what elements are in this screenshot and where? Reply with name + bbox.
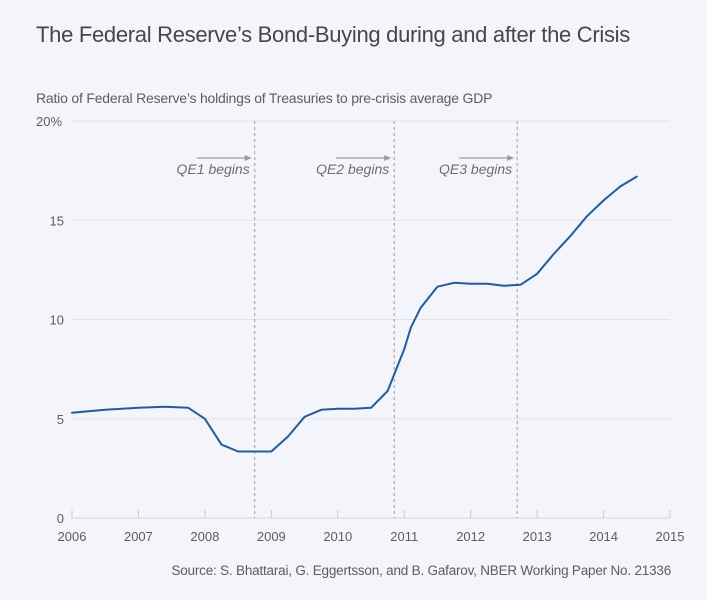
y-tick-label: 15	[50, 213, 64, 228]
source-note: Source: S. Bhattarai, G. Eggertsson, and…	[171, 563, 671, 578]
qe-markers: QE1 begins QE2 begins QE3 begins	[177, 121, 518, 518]
x-tick-label: 2015	[656, 529, 685, 544]
qe-annotation-label: QE1 begins	[177, 161, 250, 177]
x-tick-label: 2008	[190, 529, 219, 544]
y-tick-label: 5	[57, 412, 64, 427]
x-tick-label: 2009	[257, 529, 286, 544]
qe-annotation-label: QE3 begins	[439, 161, 512, 177]
arrow-head-icon	[507, 155, 515, 161]
chart-title: The Federal Reserve’s Bond-Buying during…	[36, 22, 630, 47]
series-line	[71, 175, 638, 453]
y-axis-ticks: 0 5 10 15 20%	[36, 114, 64, 526]
y-tick-label: 0	[57, 511, 64, 526]
x-tick-label: 2006	[58, 529, 87, 544]
arrow-head-icon	[384, 155, 392, 161]
y-tick-label: 10	[50, 313, 64, 328]
x-tick-label: 2013	[523, 529, 552, 544]
x-tick-label: 2011	[390, 529, 418, 544]
gridlines	[72, 120, 670, 519]
arrow-head-icon	[244, 155, 252, 161]
series-group	[71, 175, 638, 453]
x-tick-label: 2014	[589, 529, 618, 544]
chart-subtitle: Ratio of Federal Reserve’s holdings of T…	[36, 90, 493, 106]
x-tick-label: 2010	[323, 529, 352, 544]
y-tick-label: 20%	[36, 114, 62, 129]
x-axis: 2006 2007 2008 2009 2010 2011 2012 2013 2014 2015	[58, 510, 685, 544]
x-tick-label: 2012	[456, 529, 485, 544]
x-tick-label: 2007	[124, 529, 153, 544]
qe-annotation-label: QE2 begins	[316, 161, 389, 177]
